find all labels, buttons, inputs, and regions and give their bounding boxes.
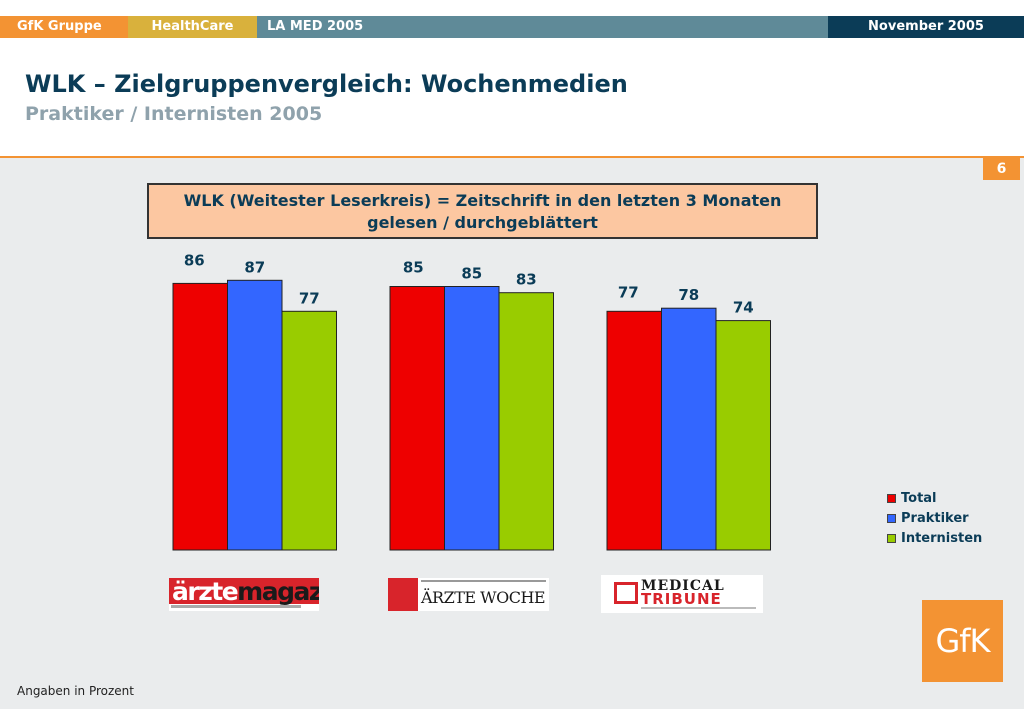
definition-box: WLK (Weitester Leserkreis) = Zeitschrift… [147,183,818,239]
medicaltribune-logo: MEDICAL TRIBUNE [601,575,763,613]
data-label-total-2: 85 [403,259,424,277]
bar-praktiker-1 [227,279,283,551]
legend-swatch-internisten [887,533,896,543]
aerztemagazin-logo-part1: ärzte [172,578,239,606]
bar-internisten-3 [715,320,771,551]
page-title: WLK – Zielgruppenvergleich: Wochenmedien [25,70,628,98]
header-la-med: LA MED 2005 [257,16,828,38]
data-label-praktiker-3: 78 [678,286,699,304]
data-label-internisten-3: 74 [733,299,754,317]
header-healthcare: HealthCare [128,16,257,38]
aerztewoche-logo-text: ÄRZTE WOCHE [421,588,546,607]
gfk-logo: GfK [922,600,1003,682]
legend-item-total: Total [887,488,982,508]
legend-label-internisten: Internisten [901,530,983,546]
page-subtitle: Praktiker / Internisten 2005 [25,103,323,125]
legend-item-praktiker: Praktiker [887,508,982,528]
data-label-internisten-1: 77 [299,289,320,307]
header-bar: GfK Gruppe HealthCare LA MED 2005 Novemb… [0,16,1024,38]
bar-praktiker-2 [444,286,500,551]
data-label-praktiker-1: 87 [244,258,265,276]
aerztemagazin-logo-part2: magazin [237,578,319,606]
definition-line-1: WLK (Weitester Leserkreis) = Zeitschrift… [183,191,782,210]
title-divider [0,156,1024,158]
page-number-badge: 6 [983,158,1020,180]
bar-total-3 [606,310,662,551]
data-label-internisten-2: 83 [516,271,537,289]
aerztemagazin-logo: ärztemagazin [169,578,319,611]
chart-legend: Total Praktiker Internisten [887,488,982,548]
bar-internisten-1 [281,310,337,551]
data-label-praktiker-2: 85 [461,265,482,283]
definition-line-2: gelesen / durchgeblättert [367,213,598,232]
bar-total-2 [389,286,445,551]
medicaltribune-logo-line2: TRIBUNE [641,590,722,608]
header-gfk-gruppe: GfK Gruppe [0,16,128,38]
footnote: Angaben in Prozent [17,684,134,698]
legend-swatch-total [887,493,896,503]
medicaltribune-logo-line1: MEDICAL [641,578,725,594]
bar-total-1 [172,282,228,551]
legend-item-internisten: Internisten [887,528,982,548]
bar-internisten-2 [498,292,554,551]
legend-label-total: Total [901,490,937,506]
legend-label-praktiker: Praktiker [901,510,969,526]
header-date: November 2005 [828,16,1024,38]
aerztewoche-logo: ÄRZTE WOCHE [388,578,549,611]
bar-praktiker-3 [661,307,717,551]
data-label-total-1: 86 [184,251,205,269]
data-label-total-3: 77 [618,283,639,301]
legend-swatch-praktiker [887,513,896,523]
